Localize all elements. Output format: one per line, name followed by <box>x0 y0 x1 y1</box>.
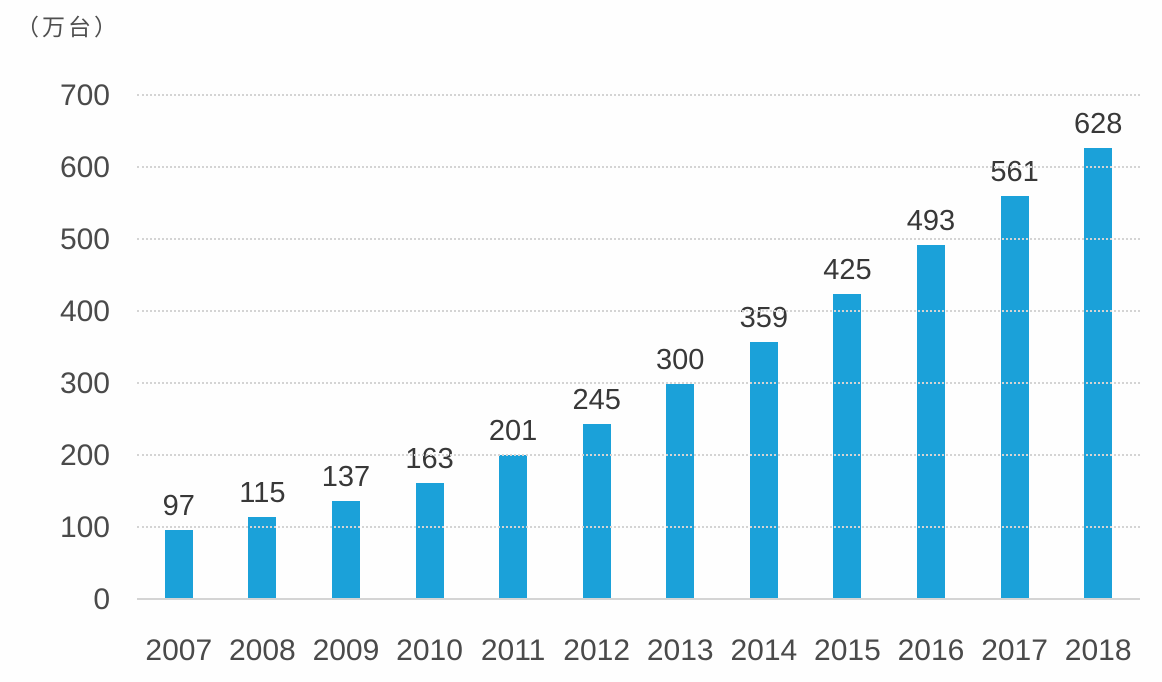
bar-column: 201 <box>471 96 555 600</box>
gridline <box>137 94 1140 96</box>
gridline <box>137 382 1140 384</box>
bar-value-label: 300 <box>656 344 705 376</box>
bar-column: 300 <box>638 96 722 600</box>
y-tick-label: 0 <box>93 583 110 616</box>
x-axis-label: 2016 <box>897 634 965 667</box>
x-axis-label: 2011 <box>480 634 546 667</box>
bar <box>916 245 945 600</box>
bar <box>1000 196 1029 600</box>
bar-value-label: 245 <box>572 383 621 416</box>
y-tick-label: 500 <box>59 223 110 256</box>
bar-column: 493 <box>889 96 973 600</box>
gridline <box>137 454 1140 456</box>
bar <box>749 341 778 600</box>
bar-column: 137 <box>304 96 388 600</box>
gridline <box>137 310 1140 312</box>
bar-column: 245 <box>555 96 639 600</box>
x-axis-label: 2013 <box>646 634 714 667</box>
bar-value-label: 359 <box>739 301 789 334</box>
bar-column: 115 <box>221 96 305 600</box>
bar-column: 561 <box>973 96 1057 600</box>
x-axis-label: 2014 <box>730 634 798 667</box>
x-axis-label: 2007 <box>145 634 213 667</box>
x-axis-label: 2015 <box>814 634 881 667</box>
bar <box>248 517 277 600</box>
bar <box>582 423 611 600</box>
bar-value-label: 115 <box>239 477 286 510</box>
bar-column: 425 <box>806 96 890 600</box>
bar <box>164 530 193 600</box>
bar <box>666 384 695 600</box>
gridline <box>137 598 1140 600</box>
bar-value-label: 493 <box>906 205 956 238</box>
x-axis-label: 2018 <box>1064 634 1132 667</box>
bars-container: 97 115 137 163 201 245 300 359 425 493 561 628 <box>137 96 1140 600</box>
x-axis-label: 2012 <box>563 634 631 667</box>
y-tick-label: 700 <box>59 79 110 112</box>
bar-value-label: 97 <box>162 490 195 523</box>
bar <box>331 501 360 600</box>
bar-value-label: 628 <box>1073 107 1123 140</box>
bar-value-label: 561 <box>990 156 1039 189</box>
bar-column: 163 <box>388 96 472 600</box>
y-tick-label: 300 <box>59 367 110 400</box>
x-axis-label: 2009 <box>312 634 380 667</box>
plot-area: 97 115 137 163 201 245 300 359 425 493 561 628 <box>137 94 1140 600</box>
gridline <box>137 166 1140 168</box>
y-axis-unit-label: （万台） <box>16 14 120 40</box>
y-axis-tick-labels: 0 100 200 300 400 500 600 700 <box>0 79 110 616</box>
y-tick-label: 400 <box>59 295 110 328</box>
bar-column: 97 <box>137 96 221 600</box>
bar-column: 628 <box>1056 96 1140 600</box>
gridline <box>137 526 1140 528</box>
bar-column: 359 <box>722 96 806 600</box>
bar <box>833 294 862 600</box>
x-axis-label: 2008 <box>228 634 296 667</box>
y-tick-label: 100 <box>59 511 110 544</box>
bar-value-label: 201 <box>488 415 538 448</box>
y-tick-label: 200 <box>59 439 110 472</box>
x-axis-label: 2017 <box>981 634 1048 667</box>
bar-value-label: 163 <box>405 442 454 475</box>
gridline <box>137 238 1140 240</box>
bar-value-label: 425 <box>823 254 872 286</box>
x-axis-labels: 2007 2008 2009 2010 2011 2012 2013 2014 2015 2016… <box>137 634 1140 668</box>
bar <box>415 482 444 600</box>
bar-value-label: 137 <box>321 461 371 494</box>
y-tick-label: 600 <box>59 151 110 184</box>
bar <box>1084 147 1113 600</box>
x-axis-label: 2010 <box>396 634 463 667</box>
